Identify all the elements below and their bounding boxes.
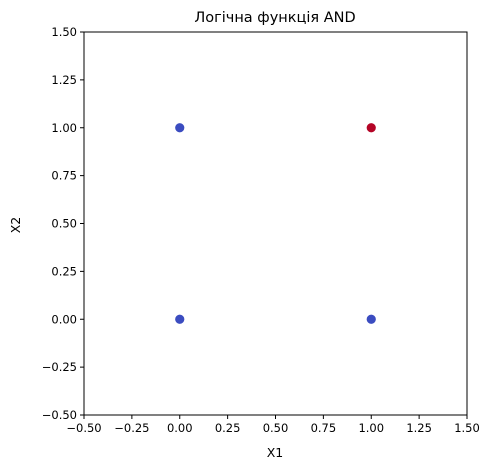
x-tick-label: 1.00 — [358, 421, 384, 435]
x-tick-label: 1.50 — [454, 421, 480, 435]
chart-title: Логічна функція AND — [194, 10, 355, 26]
x-tick-label: 0.00 — [167, 421, 193, 435]
data-point — [366, 314, 376, 324]
x-tick-label: 0.75 — [311, 421, 337, 435]
x-tick-label: 1.25 — [406, 421, 432, 435]
data-point — [366, 123, 376, 133]
y-axis-label: X2 — [8, 217, 23, 234]
x-tick-label: −0.50 — [66, 421, 101, 435]
x-axis-label: X1 — [267, 445, 284, 460]
data-point — [175, 314, 185, 324]
x-tick-label: 0.50 — [263, 421, 289, 435]
y-tick-label: 1.25 — [51, 73, 77, 87]
plot-frame — [83, 31, 468, 416]
y-tick-label: 1.50 — [51, 25, 77, 39]
y-tick-label: 0.25 — [51, 264, 77, 278]
plot-area: −0.50 −0.25 0.00 0.25 0.50 0.75 1.00 1.25 1.50 −0… — [42, 25, 480, 435]
y-tick-label: −0.50 — [42, 408, 77, 422]
y-tick-label: 0.00 — [51, 312, 77, 326]
data-point — [175, 123, 185, 133]
y-tick-label: 0.50 — [51, 217, 77, 231]
x-tick-label: −0.25 — [114, 421, 149, 435]
x-tick-label: 0.25 — [215, 421, 241, 435]
y-tick-label: 1.00 — [51, 121, 77, 135]
y-tick-label: −0.25 — [42, 360, 77, 374]
y-tick-label: 0.75 — [51, 169, 77, 183]
